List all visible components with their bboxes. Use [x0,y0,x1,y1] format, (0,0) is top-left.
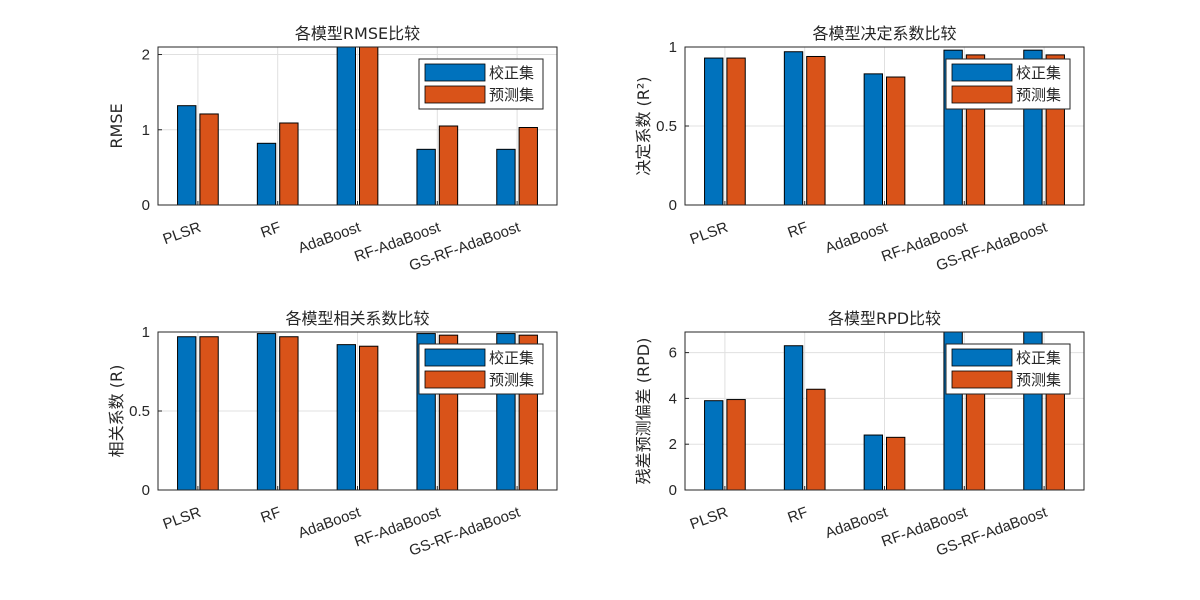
chart-title: 各模型相关系数比较 [285,309,429,328]
bar-prediction [199,113,219,205]
bar-prediction [279,336,299,490]
bar-prediction [279,122,299,205]
y-tick-label: 0.5 [129,403,150,420]
bar-prediction [806,388,826,490]
bar-prediction [885,76,906,205]
y-tick-label: 1 [669,39,677,56]
legend-label: 校正集 [489,64,534,82]
bars [177,47,538,205]
y-tick-label: 0 [669,482,677,499]
legend-swatch [951,63,1013,82]
x-tick-label: PLSR [688,219,731,248]
x-tick-label: RF [258,504,283,527]
chart-title: 各模型决定系数比较 [812,24,956,43]
x-tick-label: RF [258,219,283,242]
bar-calibration [416,148,436,205]
legend-swatch [951,370,1013,389]
chart-title: 各模型RPD比较 [828,309,941,328]
legend-swatch [424,85,486,104]
bar-prediction [806,55,826,205]
legend-swatch [424,348,486,367]
bar-calibration [704,57,724,205]
y-tick-label: 0 [142,197,150,214]
bar-calibration [783,345,804,490]
x-tick-label: PLSR [161,504,204,533]
bar-calibration [496,148,516,205]
legend-label: 校正集 [489,349,534,367]
legend-label: 预测集 [1016,86,1061,104]
x-tick-label: PLSR [161,219,204,248]
bar-calibration [256,142,277,205]
bar-prediction [358,47,379,205]
legend-label: 预测集 [1016,371,1061,389]
bar-prediction [199,336,219,490]
y-tick-label: 6 [669,345,677,362]
bar-prediction [726,399,746,490]
bar-calibration [177,336,197,490]
x-tick-label: RF [785,504,810,527]
legend-swatch [951,348,1013,367]
bar-calibration [783,51,804,205]
legend-label: 校正集 [1016,64,1061,82]
legend-label: 预测集 [489,86,534,104]
legend-label: 预测集 [489,371,534,389]
bar-prediction [438,125,459,205]
legend-label: 校正集 [1016,349,1061,367]
y-tick-label: 0 [669,197,677,214]
y-tick-label: 2 [669,436,677,453]
legend-swatch [424,370,486,389]
bar-calibration [336,47,357,205]
bar-prediction [1045,381,1065,490]
bar-prediction [358,345,379,490]
y-tick-label: 2 [142,47,150,64]
bar-prediction [885,436,906,490]
bar-calibration [177,105,197,205]
x-tick-label: PLSR [688,504,731,533]
y-axis-label: 残差预测偏差 (RPD) [634,338,653,485]
bar-prediction [965,381,986,490]
bar-calibration [863,434,884,490]
bar-prediction [726,57,746,205]
x-tick-label: RF [785,219,810,242]
bar-calibration [336,344,357,490]
y-axis-label: RMSE [107,103,126,148]
y-tick-label: 0 [142,482,150,499]
bar-calibration [704,400,724,490]
legend-swatch [951,85,1013,104]
bar-calibration [256,333,277,490]
y-axis-label: 相关系数 (R) [107,365,126,458]
legend-swatch [424,63,486,82]
y-tick-label: 1 [142,122,150,139]
y-tick-label: 0.5 [656,118,677,135]
bar-prediction [518,127,538,205]
y-tick-label: 1 [142,324,150,341]
y-axis-label: 决定系数 (R²) [634,76,653,175]
chart-title: 各模型RMSE比较 [295,24,420,43]
bar-calibration [863,73,884,205]
y-tick-label: 4 [669,390,677,407]
